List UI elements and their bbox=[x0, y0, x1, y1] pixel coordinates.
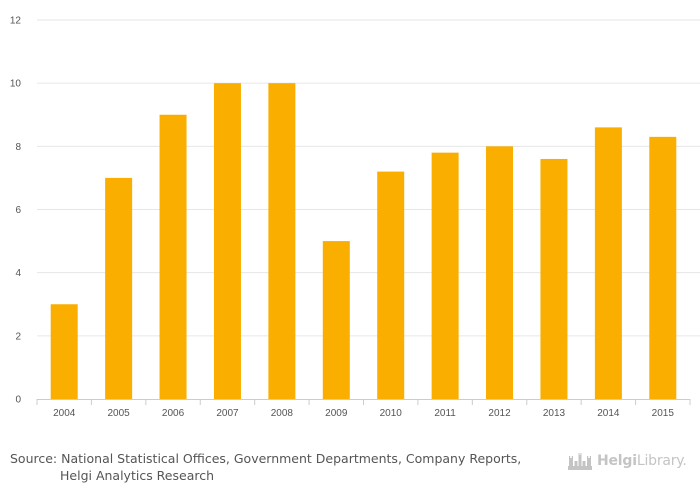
y-axis-tick-labels: 0 2 4 6 8 10 12 bbox=[10, 16, 22, 406]
source-line-2: Helgi Analytics Research bbox=[60, 468, 215, 483]
y-tick-label: 10 bbox=[10, 79, 22, 90]
bar-2004 bbox=[50, 304, 78, 399]
x-tick-label: 2010 bbox=[380, 408, 403, 419]
bar-2010 bbox=[377, 171, 405, 399]
x-tick-label: 2006 bbox=[162, 408, 185, 419]
source-note: Source: National Statistical Offices, Go… bbox=[10, 450, 550, 484]
x-tick-label: 2008 bbox=[271, 408, 294, 419]
y-tick-label: 2 bbox=[15, 331, 21, 342]
bar-2015 bbox=[649, 136, 677, 400]
x-tick-label: 2009 bbox=[325, 408, 348, 419]
x-axis-tick-marks bbox=[36, 399, 691, 405]
x-tick-label: 2004 bbox=[53, 408, 76, 419]
bar-2013 bbox=[540, 158, 568, 399]
bar-2011 bbox=[431, 152, 459, 399]
x-tick-label: 2007 bbox=[216, 408, 239, 419]
helgi-library-logo: HelgiLibrary. bbox=[568, 451, 687, 471]
y-tick-label: 12 bbox=[10, 16, 22, 27]
bar-2012 bbox=[486, 146, 514, 399]
bar-2014 bbox=[594, 127, 622, 399]
x-tick-label: 2005 bbox=[108, 408, 131, 419]
logo-text: HelgiLibrary. bbox=[597, 453, 687, 469]
source-line-1: Source: National Statistical Offices, Go… bbox=[10, 451, 522, 466]
x-tick-label: 2015 bbox=[652, 408, 675, 419]
x-axis-tick-labels: 2004 2005 2006 2007 2008 2009 2010 2011 2012 2013… bbox=[53, 408, 674, 419]
bar-2009 bbox=[322, 241, 350, 399]
y-gridlines bbox=[37, 19, 700, 337]
x-tick-label: 2012 bbox=[488, 408, 511, 419]
bar-2005 bbox=[105, 177, 133, 399]
y-tick-label: 0 bbox=[15, 395, 21, 406]
x-tick-label: 2011 bbox=[434, 408, 456, 419]
bars bbox=[50, 83, 677, 400]
logo-text-rest: Library. bbox=[636, 453, 687, 469]
bar-2007 bbox=[213, 83, 241, 400]
bar-2008 bbox=[268, 83, 296, 400]
helgi-castle-icon bbox=[568, 453, 592, 470]
logo-text-bold: Helgi bbox=[597, 453, 637, 469]
y-tick-label: 4 bbox=[15, 268, 21, 279]
bar-2006 bbox=[159, 114, 187, 399]
y-tick-label: 6 bbox=[15, 205, 21, 216]
x-tick-label: 2014 bbox=[597, 408, 620, 419]
x-tick-label: 2013 bbox=[543, 408, 566, 419]
y-tick-label: 8 bbox=[15, 142, 21, 153]
